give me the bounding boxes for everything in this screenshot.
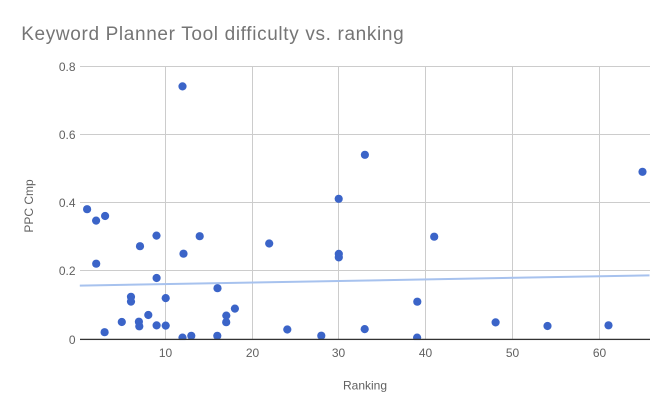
svg-text:PPC Cmp: PPC Cmp: [22, 179, 36, 233]
svg-text:20: 20: [246, 346, 260, 360]
svg-text:0.6: 0.6: [59, 128, 76, 142]
svg-text:0.8: 0.8: [59, 60, 76, 74]
svg-text:0.4: 0.4: [59, 196, 76, 210]
svg-text:10: 10: [159, 346, 173, 360]
svg-text:Ranking: Ranking: [343, 379, 387, 393]
svg-text:40: 40: [419, 346, 433, 360]
svg-text:50: 50: [506, 346, 520, 360]
svg-text:Keyword Planner Tool difficult: Keyword Planner Tool difficulty vs. rank…: [21, 24, 404, 45]
svg-text:0: 0: [69, 333, 76, 347]
svg-text:30: 30: [332, 346, 346, 360]
svg-text:60: 60: [593, 346, 607, 360]
svg-text:0.2: 0.2: [59, 264, 76, 278]
